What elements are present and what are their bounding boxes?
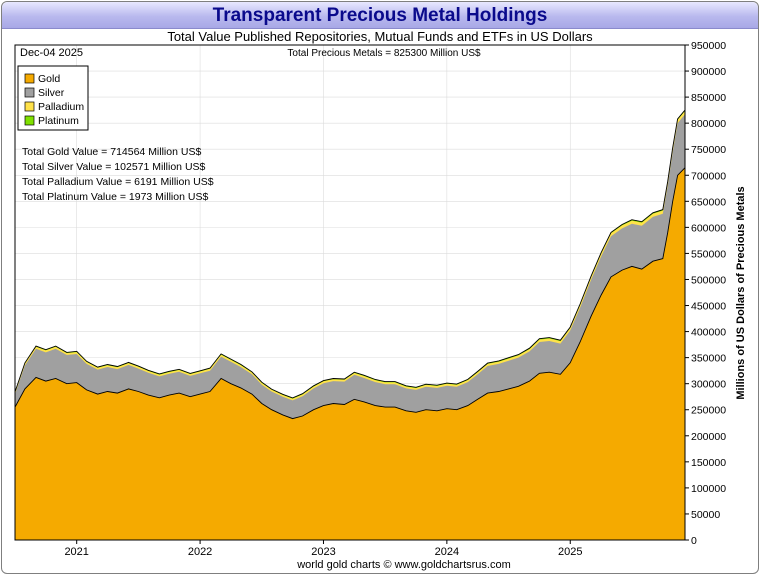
y-axis-label: Millions of US Dollars of Precious Metal…	[735, 186, 747, 399]
stat-palladium: Total Palladium Value = 6191 Million US$	[22, 176, 214, 188]
legend-swatch-gold	[24, 73, 35, 84]
total-top-line	[14, 109, 686, 399]
date-label: Dec-04 2025	[20, 47, 83, 59]
y-tick-label: 500000	[691, 274, 726, 286]
y-tick-label: 250000	[691, 405, 726, 417]
x-tick-label: 2021	[64, 546, 88, 558]
y-tick-label: 50000	[691, 509, 720, 521]
title-bar: Transparent Precious Metal Holdings	[2, 2, 758, 29]
y-tick-label: 300000	[691, 379, 726, 391]
legend-label-platinum: Platinum	[38, 115, 79, 127]
y-tick-label: 700000	[691, 170, 726, 182]
value-stats: Total Gold Value = 714564 Million US$ To…	[22, 146, 214, 203]
area-series	[14, 109, 686, 540]
x-tick-label: 2025	[558, 546, 582, 558]
legend-swatch-palladium	[24, 101, 35, 112]
x-tick-label: 2024	[435, 546, 459, 558]
y-tick-label: 400000	[691, 327, 726, 339]
y-tick-label: 100000	[691, 483, 726, 495]
y-tick-label: 200000	[691, 431, 726, 443]
legend: Gold Silver Palladium Platinum	[17, 65, 89, 131]
stat-silver: Total Silver Value = 102571 Million US$	[22, 161, 206, 173]
y-tick-label: 650000	[691, 196, 726, 208]
stat-gold: Total Gold Value = 714564 Million US$	[22, 146, 201, 158]
x-tick-label: 2023	[311, 546, 335, 558]
y-tick-label: 900000	[691, 66, 726, 78]
y-tick-label: 850000	[691, 92, 726, 104]
plot-border	[14, 44, 686, 541]
y-tick-label: 950000	[691, 40, 726, 52]
y-tick-label: 150000	[691, 457, 726, 469]
y-axis: 0 50000 100000 150000 200000 250000 300000 3500…	[685, 40, 726, 547]
y-tick-label: 750000	[691, 144, 726, 156]
y-tick-label: 350000	[691, 353, 726, 365]
legend-swatch-silver	[24, 87, 35, 98]
legend-label-silver: Silver	[38, 87, 65, 99]
legend-label-gold: Gold	[38, 73, 60, 85]
y-tick-label: 0	[691, 535, 697, 547]
legend-label-palladium: Palladium	[38, 101, 84, 113]
total-label: Total Precious Metals = 825300 Million U…	[287, 48, 481, 59]
chart-subtitle: Total Value Published Repositories, Mutu…	[167, 29, 593, 44]
y-tick-label: 600000	[691, 222, 726, 234]
y-tick-label: 550000	[691, 248, 726, 260]
gold-top-line	[14, 167, 686, 420]
credit-text: world gold charts © www.goldchartsrus.co…	[296, 559, 511, 571]
x-tick-label: 2022	[188, 546, 212, 558]
legend-swatch-platinum	[24, 115, 35, 126]
x-axis: 2021 2022 2023 2024 2025	[64, 540, 582, 558]
chart-title: Transparent Precious Metal Holdings	[212, 5, 548, 26]
area-gold	[15, 167, 685, 540]
stat-platinum: Total Platinum Value = 1973 Million US$	[22, 191, 208, 203]
y-tick-label: 800000	[691, 118, 726, 130]
y-tick-label: 450000	[691, 301, 726, 313]
